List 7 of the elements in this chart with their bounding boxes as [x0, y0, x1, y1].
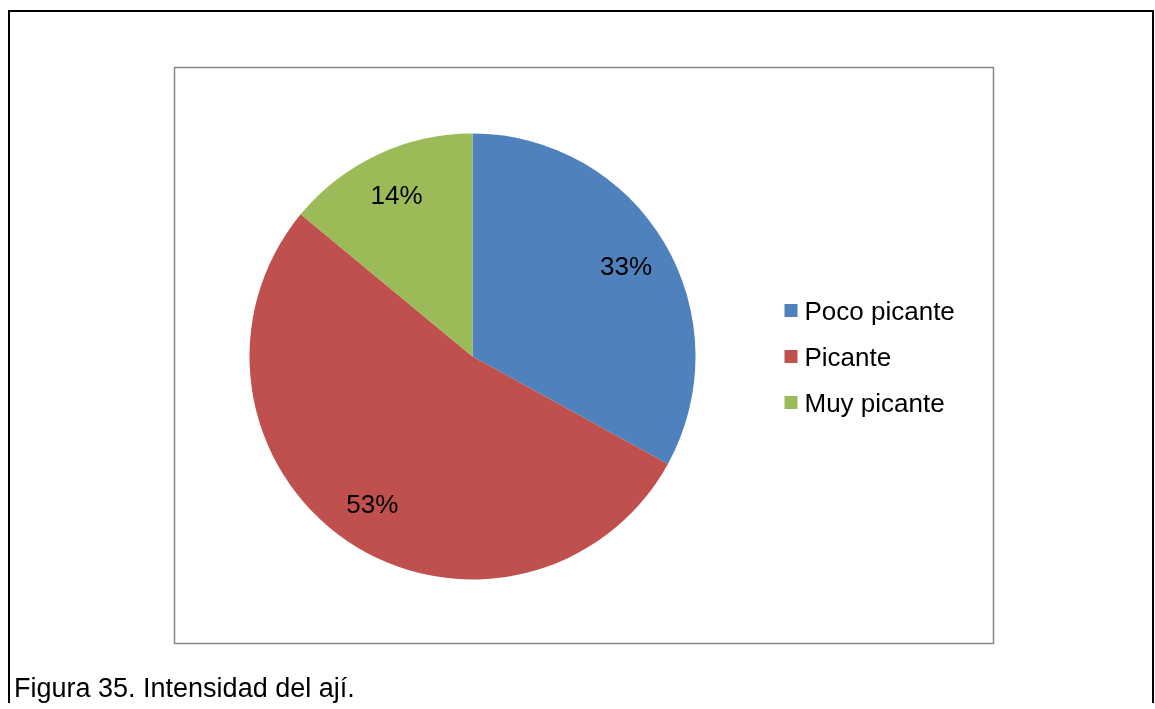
legend-label: Muy picante: [804, 387, 945, 418]
data-label: 53%: [346, 489, 399, 520]
legend-label: Picante: [804, 341, 892, 372]
text: Figura 35. Intensidad del ají.: [14, 673, 355, 703]
data-label: 14%: [370, 180, 423, 211]
legend-label: Poco picante: [804, 295, 955, 326]
data-label: 33%: [600, 250, 653, 281]
